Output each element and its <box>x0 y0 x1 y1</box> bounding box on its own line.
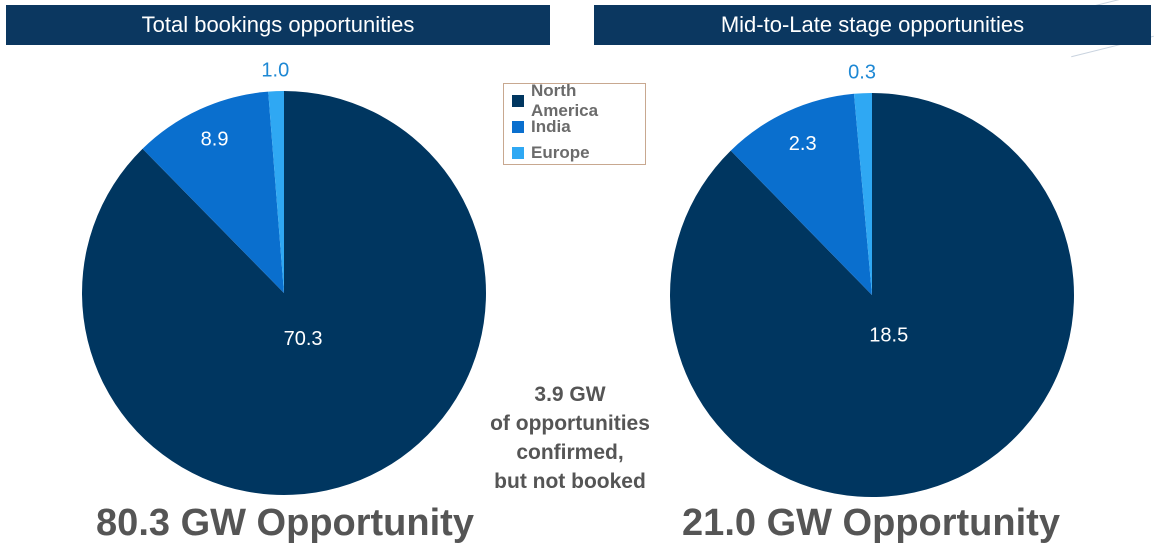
pie0-slice-india <box>142 91 284 293</box>
pie0-data-label: 1.0 <box>261 59 289 81</box>
pie0-slice-europe <box>268 91 284 293</box>
legend-item-india: India <box>504 114 645 140</box>
chart-title-left: Total bookings opportunities <box>6 5 550 45</box>
legend-swatch-india <box>512 121 524 133</box>
legend-item-europe: Europe <box>504 140 645 166</box>
note-line: confirmed, <box>516 441 624 464</box>
pie0-slice-north-america <box>81 91 486 495</box>
total-opportunity-right: 21.0 GW Opportunity <box>682 502 1060 544</box>
pie0-data-label: 8.9 <box>201 129 229 151</box>
legend-label: India <box>531 117 571 136</box>
pie1-slice-europe <box>853 93 872 295</box>
note-line: but not booked <box>494 470 646 493</box>
legend: North America India Europe <box>503 81 646 166</box>
legend-item-north-america: North America <box>504 81 645 120</box>
total-opportunity-left: 80.3 GW Opportunity <box>96 502 474 544</box>
note-line: 3.9 GW <box>534 383 606 406</box>
legend-label: North America <box>531 81 599 120</box>
pie1-data-label: 0.3 <box>848 61 876 83</box>
pie1-data-label: 2.3 <box>789 133 817 155</box>
legend-swatch-europe <box>512 147 524 159</box>
chart-title-right: Mid-to-Late stage opportunities <box>594 5 1151 45</box>
pie1-slice-india <box>730 93 872 295</box>
legend-label: Europe <box>531 143 590 162</box>
note-line: of opportunities <box>490 412 650 435</box>
pie0-data-label: 70.3 <box>284 328 323 350</box>
confirmed-not-booked-note: 3.9 GW of opportunities confirmed, but n… <box>470 380 670 496</box>
pie1-data-label: 18.5 <box>869 324 908 346</box>
legend-swatch-north-america <box>512 95 524 107</box>
